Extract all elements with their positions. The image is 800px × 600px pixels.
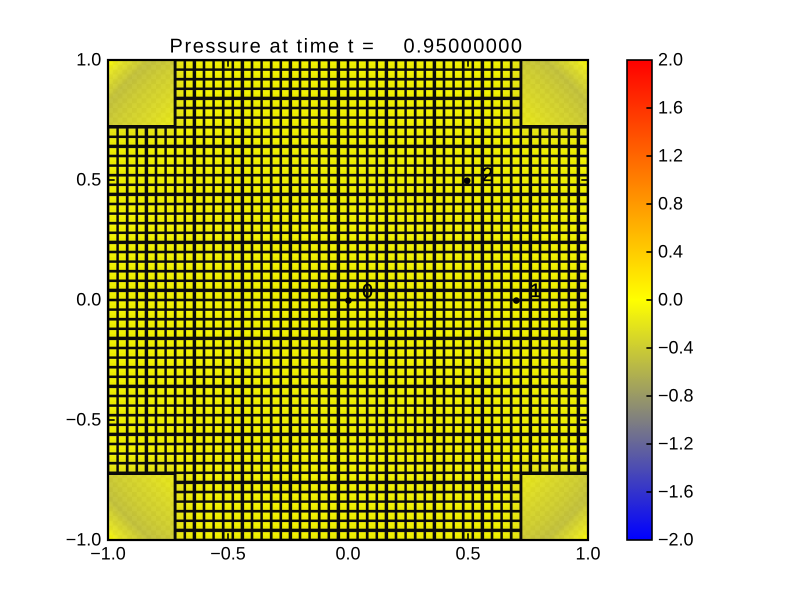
svg-text:−0.5: −0.5	[210, 544, 246, 564]
svg-text:−1.0: −1.0	[66, 530, 102, 550]
svg-text:0.0: 0.0	[658, 290, 683, 310]
svg-text:−0.8: −0.8	[658, 386, 694, 406]
svg-text:−1.6: −1.6	[658, 482, 694, 502]
svg-text:2: 2	[482, 164, 493, 186]
svg-text:0.0: 0.0	[76, 290, 101, 310]
svg-text:−0.4: −0.4	[658, 338, 694, 358]
svg-text:1.0: 1.0	[76, 50, 101, 70]
svg-text:1.6: 1.6	[658, 98, 683, 118]
svg-text:1.0: 1.0	[575, 544, 600, 564]
svg-text:0.95000000: 0.95000000	[404, 36, 524, 58]
svg-text:−0.5: −0.5	[66, 410, 102, 430]
svg-text:0.4: 0.4	[658, 242, 683, 262]
svg-text:0: 0	[362, 281, 373, 303]
svg-text:1: 1	[530, 280, 541, 302]
svg-text:0.5: 0.5	[455, 544, 480, 564]
svg-text:2.0: 2.0	[658, 50, 683, 70]
svg-text:−2.0: −2.0	[658, 530, 694, 550]
svg-text:1.2: 1.2	[658, 146, 683, 166]
svg-text:0.0: 0.0	[335, 544, 360, 564]
svg-text:0.8: 0.8	[658, 194, 683, 214]
svg-text:0.5: 0.5	[76, 170, 101, 190]
svg-text:−1.0: −1.0	[90, 544, 126, 564]
svg-text:−1.2: −1.2	[658, 434, 694, 454]
svg-text:Pressure at time t =: Pressure at time t =	[170, 36, 376, 58]
